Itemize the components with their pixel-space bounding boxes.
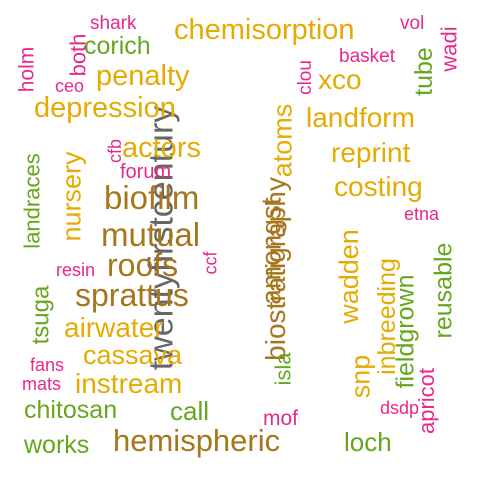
word-instream: instream (75, 368, 183, 399)
word-cfb: cfb (105, 138, 126, 164)
word-mof: mof (263, 407, 299, 430)
word-cassava: cassava (83, 340, 183, 370)
word-mats: mats (22, 374, 62, 394)
word-costing: costing (334, 171, 423, 202)
word-chemisorption: chemisorption (174, 14, 355, 46)
word-clou: clou (294, 60, 316, 95)
word-chitosan: chitosan (24, 396, 118, 424)
word-tsuga: tsuga (27, 285, 55, 345)
word-wadden: wadden (333, 229, 364, 324)
word-holm: holm (15, 46, 39, 93)
word-dsdp: dsdp (380, 398, 420, 418)
word-both: both (65, 33, 91, 77)
word-tube: tube (409, 47, 438, 96)
word-hemispheric: hemispheric (113, 423, 281, 458)
word-sprattus: sprattus (75, 277, 189, 313)
word-airwater: airwater (64, 312, 164, 343)
word-actors: actors (122, 132, 201, 164)
word-resin: resin (56, 260, 96, 280)
word-shark: shark (90, 13, 137, 34)
word-penalty: penalty (96, 60, 190, 92)
word-call: call (170, 396, 210, 426)
word-depression: depression (34, 92, 176, 124)
word-loch: loch (344, 427, 392, 457)
word-works: works (24, 431, 90, 459)
word-biofilm: biofilm (104, 179, 200, 216)
word-ccf: ccf (200, 251, 221, 275)
word-ceo: ceo (55, 76, 85, 96)
word-apricot: apricot (414, 367, 440, 435)
word-basket: basket (339, 46, 395, 67)
word-xco: xco (318, 64, 362, 95)
word-nursery: nursery (56, 151, 87, 242)
word-fans: fans (30, 355, 65, 375)
word-vol: vol (400, 13, 425, 34)
word-isla: isla (270, 352, 296, 386)
word-landform: landform (306, 102, 415, 133)
word-snp: snp (345, 354, 376, 399)
word-wadi: wadi (436, 26, 462, 72)
word-amongst: amongst (255, 197, 287, 305)
word-corich: corich (84, 32, 151, 60)
word-mutual: mutual (101, 216, 201, 253)
word-reusable: reusable (429, 242, 458, 339)
word-reprint: reprint (331, 137, 411, 168)
word-roofs: roofs (107, 247, 179, 283)
word-landraces: landraces (19, 153, 45, 249)
word-forum: forum (120, 161, 172, 183)
word-atoms: atoms (267, 103, 298, 178)
word-etna: etna (404, 204, 440, 224)
